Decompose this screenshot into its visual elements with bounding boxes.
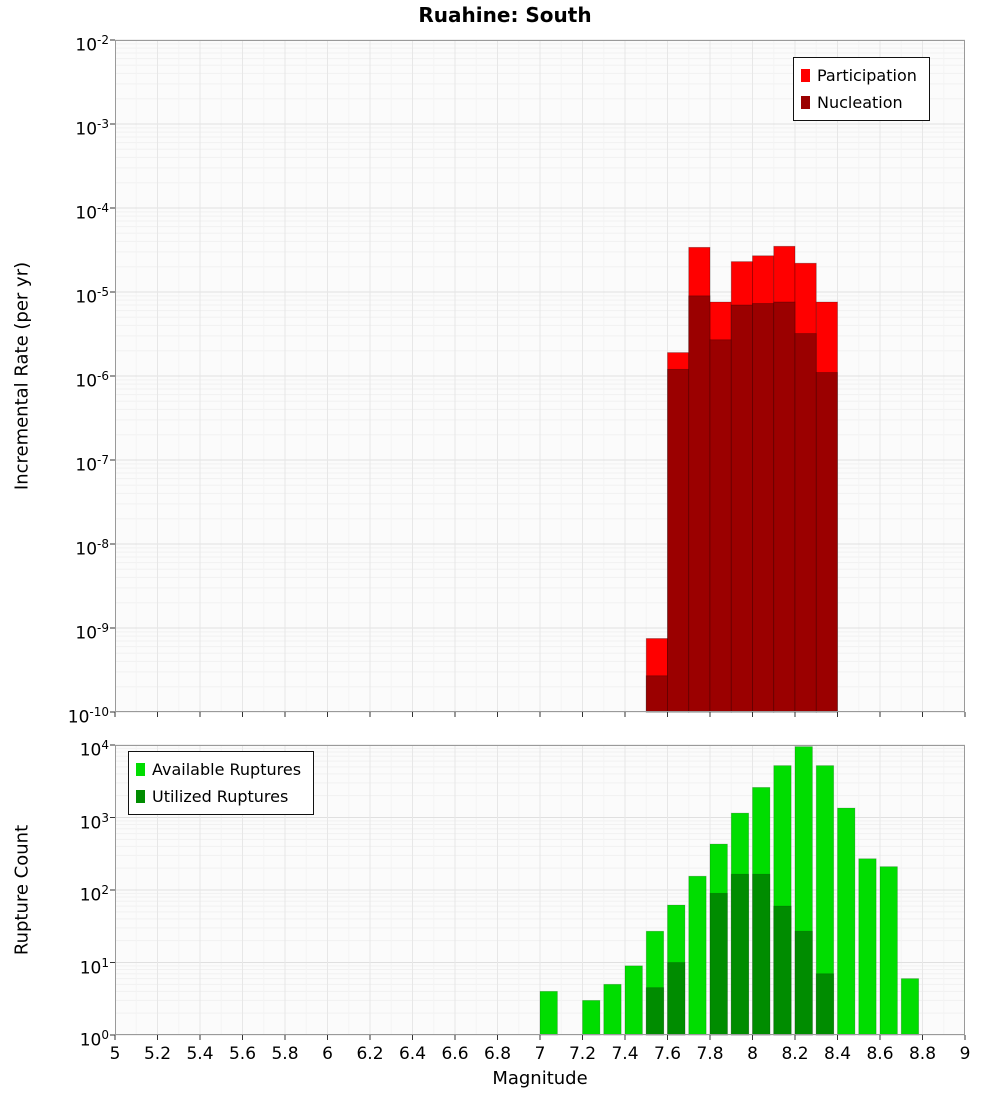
bar-available-ruptures (837, 807, 856, 1036)
x-tick-label: 8 (747, 1044, 758, 1064)
bar-available-ruptures (688, 875, 707, 1036)
y-tick-label: 10-6 (75, 369, 109, 392)
y-tick-label: 10-9 (75, 621, 109, 644)
x-tick-label: 8.8 (908, 1044, 937, 1064)
bar-available-ruptures (603, 983, 622, 1036)
y-tick-label: 10-8 (75, 537, 109, 560)
x-tick-label: 8.6 (866, 1044, 894, 1064)
x-tick-label: 5.4 (186, 1044, 214, 1064)
rupture-count-plot (110, 744, 966, 1040)
bar-nucleation (752, 303, 775, 713)
x-tick-label: 6 (322, 1044, 333, 1064)
bar-available-ruptures (539, 990, 558, 1036)
bar-utilized-ruptures (645, 987, 665, 1036)
bar-nucleation (709, 339, 732, 713)
legend-rate: Participation Nucleation (793, 57, 930, 121)
x-tick-label: 6.2 (356, 1044, 384, 1064)
utilized-ruptures-swatch-icon (136, 790, 145, 803)
x-tick-label: 5 (109, 1044, 121, 1064)
bar-utilized-ruptures (815, 973, 835, 1036)
x-tick-label: 5.6 (228, 1044, 257, 1064)
participation-swatch-icon (801, 69, 810, 82)
legend-count: Available Ruptures Utilized Ruptures (128, 751, 315, 815)
x-tick-label: 7.4 (611, 1044, 639, 1064)
y-tick-label: 100 (79, 1028, 109, 1051)
nucleation-swatch-icon (801, 96, 810, 109)
legend-label-participation: Participation (817, 66, 917, 85)
x-tick-label: 7.2 (568, 1044, 597, 1064)
available-ruptures-swatch-icon (136, 763, 145, 776)
bar-available-ruptures (879, 866, 898, 1036)
plot-border (115, 40, 965, 712)
x-tick-label: 9 (959, 1044, 971, 1064)
bar-utilized-ruptures (730, 873, 750, 1036)
bar-available-ruptures (900, 978, 920, 1036)
y-tick-label: 101 (79, 955, 109, 979)
y-tick-label: 10-2 (75, 33, 109, 56)
bar-nucleation (815, 372, 838, 713)
x-tick-label: 7 (534, 1044, 546, 1064)
bar-utilized-ruptures (667, 962, 686, 1036)
y-tick-label: 10-5 (75, 285, 109, 308)
y-tick-label: 104 (79, 738, 109, 761)
x-tick-label: 5.2 (143, 1044, 172, 1064)
legend-item-utilized: Utilized Ruptures (136, 783, 301, 810)
bar-utilized-ruptures (752, 873, 771, 1036)
x-tick-label: 5.8 (271, 1044, 299, 1064)
bar-utilized-ruptures (709, 892, 728, 1036)
legend-item-nucleation: Nucleation (801, 89, 917, 116)
y-tick-label: 103 (79, 810, 109, 834)
bar-nucleation (645, 675, 668, 713)
y-tick-label: 102 (79, 883, 109, 906)
legend-label-available: Available Ruptures (152, 760, 302, 779)
x-axis-label-magnitude: Magnitude (492, 1068, 588, 1089)
bar-nucleation (667, 368, 690, 713)
bar-nucleation (730, 304, 753, 713)
legend-label-utilized: Utilized Ruptures (152, 787, 289, 806)
legend-item-available: Available Ruptures (136, 756, 301, 783)
x-tick-label: 7.6 (653, 1044, 682, 1064)
plot-border (115, 745, 965, 1035)
bar-nucleation (688, 295, 711, 713)
chart-title: Ruahine: South (418, 3, 592, 27)
bar-utilized-ruptures (794, 930, 813, 1036)
x-tick-label: 6.8 (483, 1044, 512, 1064)
bar-available-ruptures (582, 1000, 601, 1036)
x-tick-label: 6.4 (398, 1044, 427, 1064)
bar-available-ruptures (858, 858, 877, 1036)
bar-utilized-ruptures (773, 905, 792, 1036)
legend-label-nucleation: Nucleation (817, 93, 903, 112)
y-tick-label: 10-10 (67, 705, 109, 728)
y-tick-label: 10-4 (75, 201, 109, 224)
incremental-rate-plot (110, 39, 966, 717)
bar-nucleation (773, 301, 796, 713)
x-tick-label: 7.8 (696, 1044, 724, 1064)
y-tick-label: 10-7 (75, 453, 109, 476)
x-tick-label: 6.6 (441, 1044, 469, 1064)
bar-nucleation (794, 333, 817, 713)
legend-item-participation: Participation (801, 62, 917, 89)
x-tick-label: 8.2 (781, 1044, 809, 1064)
y-tick-label: 10-3 (75, 117, 109, 140)
bar-available-ruptures (624, 965, 643, 1036)
x-tick-label: 8.4 (823, 1044, 852, 1064)
